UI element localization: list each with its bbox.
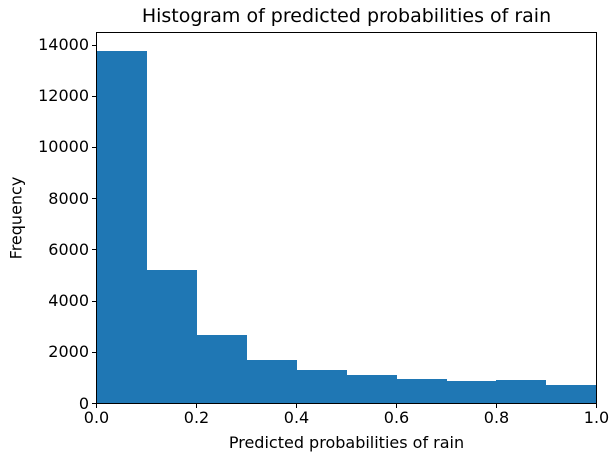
- y-tick-label: 8000: [48, 188, 89, 208]
- y-tick-mark: [92, 351, 96, 353]
- x-tick-mark: [496, 404, 497, 408]
- histogram-bar: [496, 379, 547, 403]
- histogram-bar: [446, 381, 497, 403]
- y-tick-mark: [92, 95, 96, 97]
- histogram-bar: [146, 270, 198, 403]
- histogram-bar: [97, 50, 148, 403]
- x-tick-mark: [396, 404, 397, 408]
- y-tick-label: 14000: [38, 35, 89, 55]
- x-tick-mark: [96, 404, 97, 408]
- y-tick-mark: [92, 198, 96, 200]
- histogram-bar: [246, 359, 297, 403]
- y-tick-label: 6000: [48, 239, 89, 259]
- bars-container: [97, 33, 596, 403]
- y-tick-label: 0: [78, 393, 89, 413]
- y-tick-label: 12000: [38, 86, 89, 106]
- x-tick-label: 0.8: [483, 408, 510, 427]
- x-tick-label: 0.4: [283, 408, 310, 427]
- histogram-bar: [396, 378, 447, 403]
- x-tick-label: 1.0: [583, 408, 610, 427]
- x-axis-label: Predicted probabilities of rain: [228, 433, 465, 452]
- y-tick-label: 2000: [48, 342, 89, 362]
- chart-title: Histogram of predicted probabilities of …: [141, 5, 552, 27]
- y-tick-mark: [92, 249, 96, 251]
- x-tick-mark: [596, 404, 597, 408]
- histogram-bar: [346, 374, 397, 403]
- histogram-bar: [296, 369, 347, 403]
- histogram-bar: [546, 385, 596, 403]
- histogram-bar: [196, 334, 248, 403]
- plot-area: [96, 32, 597, 404]
- y-tick-label: 4000: [48, 291, 89, 311]
- y-tick-mark: [92, 300, 96, 302]
- x-tick-mark: [196, 404, 197, 408]
- x-tick-label: 0.0: [83, 408, 110, 427]
- y-tick-label: 10000: [38, 137, 89, 157]
- x-tick-mark: [296, 404, 297, 408]
- y-tick-mark: [92, 403, 96, 404]
- x-tick-label: 0.2: [183, 408, 210, 427]
- y-tick-mark: [92, 44, 96, 46]
- y-tick-mark: [92, 146, 96, 148]
- x-tick-label: 0.6: [383, 408, 410, 427]
